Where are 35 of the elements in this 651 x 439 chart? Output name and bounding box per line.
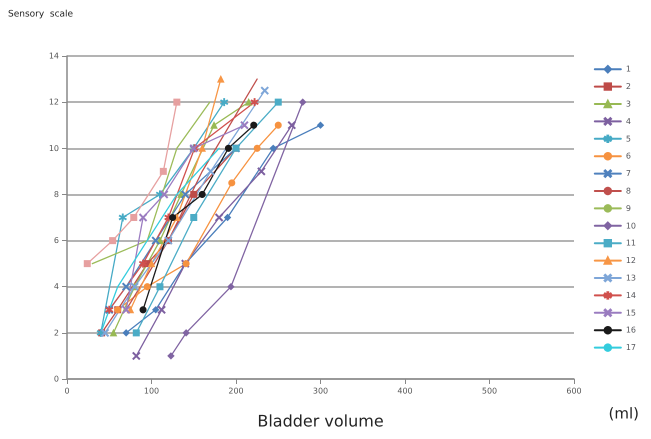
x-axis-title: Bladder volume [257, 412, 384, 430]
legend-label: 6 [626, 152, 631, 161]
y-axis-title: Sensory scale [8, 10, 74, 20]
x-tick-label: 600 [566, 386, 582, 396]
legend-label: 10 [626, 221, 636, 230]
x-tick-label: 100 [144, 386, 160, 396]
legend-label: 13 [626, 274, 636, 282]
legend-label: 15 [626, 308, 636, 318]
y-tick-label: 8 [54, 190, 59, 199]
legend-label: 17 [626, 343, 636, 352]
x-tick-label: 0 [64, 386, 70, 396]
legend-label: 8 [626, 186, 631, 196]
y-tick-label: 6 [54, 236, 59, 246]
x-tick-label: 400 [397, 386, 413, 396]
x-tick-label: 300 [312, 386, 328, 396]
y-tick-label: 14 [48, 52, 59, 60]
x-tick-label: 200 [228, 386, 244, 396]
y-tick-label: 12 [48, 98, 59, 107]
legend-label: 9 [626, 204, 631, 213]
y-tick-label: 2 [54, 328, 59, 338]
legend-label: 7 [626, 169, 631, 178]
text: (ml) [608, 404, 639, 422]
legend-label: 4 [626, 116, 631, 126]
legend-label: 1 [626, 64, 631, 74]
y-tick-label: 10 [48, 144, 59, 153]
legend-label: 12 [626, 256, 636, 266]
legend-label: 14 [626, 290, 636, 300]
y-tick-label: 4 [54, 282, 59, 292]
x-tick-label: 500 [482, 386, 498, 396]
legend-label: 16 [626, 326, 636, 335]
legend-label: 3 [626, 100, 631, 108]
y-tick-label: 0 [54, 374, 59, 384]
legend-label: 2 [626, 82, 631, 92]
legend-label: 11 [626, 238, 636, 248]
legend-label: 5 [626, 134, 631, 144]
